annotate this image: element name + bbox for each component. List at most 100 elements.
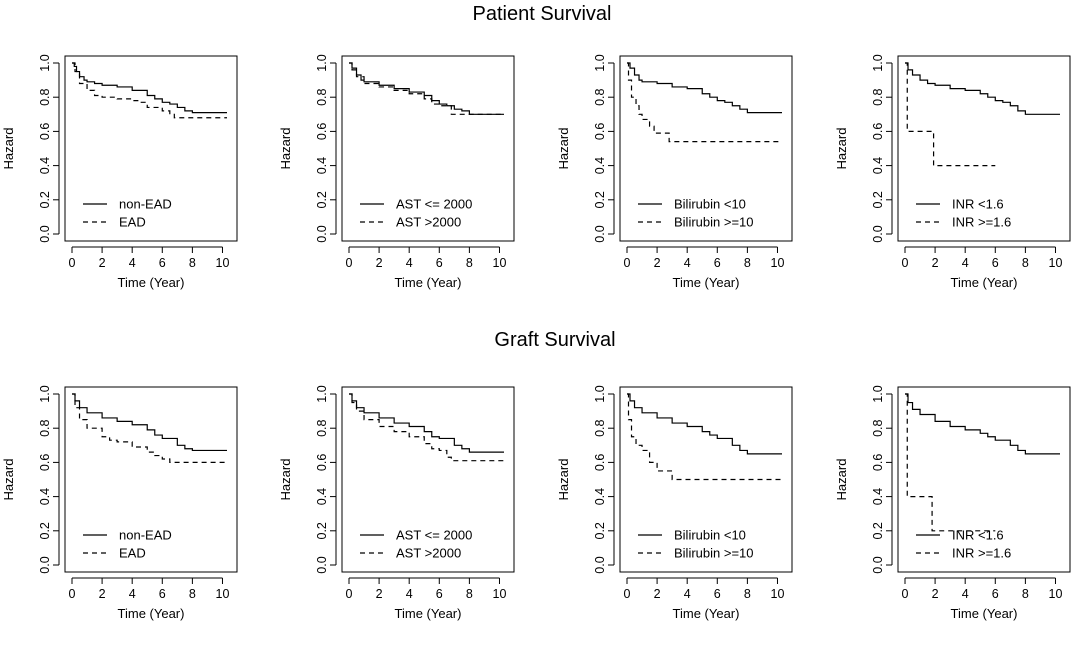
- y-tick-label: 0.0: [38, 225, 52, 242]
- y-tick-label: 0.4: [38, 488, 52, 505]
- x-tick-label: 4: [129, 587, 136, 601]
- x-tick-label: 10: [1049, 587, 1063, 601]
- x-tick-label: 10: [1049, 256, 1063, 270]
- series-line-solid: [349, 393, 504, 453]
- y-tick-label: 0.4: [871, 488, 885, 505]
- chart-panel-1-2: 0 2 4 6 8 10 0.0 0.2 0.4 0.6 0.8 1.0 Time (Year) Haza…: [556, 385, 793, 621]
- series-line-dashed: [627, 393, 782, 481]
- y-tick-label: 0.6: [315, 454, 329, 471]
- x-tick-label: 6: [714, 587, 721, 601]
- x-tick-label: 8: [1022, 256, 1029, 270]
- x-tick-label: 4: [962, 256, 969, 270]
- y-tick-label: 0.2: [38, 191, 52, 208]
- legend-label: EAD: [119, 546, 146, 561]
- series-line-solid: [72, 393, 227, 452]
- x-axis-label: Time (Year): [673, 275, 740, 290]
- x-tick-label: 2: [654, 256, 661, 270]
- x-axis-label: Time (Year): [395, 606, 462, 621]
- series-line-solid: [72, 62, 227, 114]
- plot-frame: [619, 55, 793, 242]
- y-tick-label: 0.4: [315, 488, 329, 505]
- x-tick-label: 0: [69, 587, 76, 601]
- y-axis-label: Hazard: [278, 459, 293, 501]
- x-tick-label: 6: [436, 256, 443, 270]
- x-tick-label: 8: [466, 587, 473, 601]
- plot-frame: [897, 55, 1071, 242]
- x-tick-label: 2: [932, 587, 939, 601]
- x-tick-label: 10: [493, 587, 507, 601]
- y-tick-label: 0.2: [871, 191, 885, 208]
- x-axis-label: Time (Year): [951, 275, 1018, 290]
- plot-frame: [897, 386, 1071, 573]
- legend-label: INR <1.6: [952, 197, 1004, 212]
- y-tick-label: 0.6: [593, 454, 607, 471]
- x-tick-label: 0: [346, 587, 353, 601]
- y-tick-label: 0.4: [593, 488, 607, 505]
- legend-label: AST >2000: [396, 546, 461, 561]
- y-tick-label: 0.0: [593, 556, 607, 573]
- y-tick-label: 0.6: [38, 123, 52, 140]
- legend-label: INR >=1.6: [952, 546, 1011, 561]
- x-tick-label: 2: [376, 256, 383, 270]
- x-tick-label: 4: [406, 587, 413, 601]
- legend-label: AST <= 2000: [396, 528, 472, 543]
- y-tick-label: 0.2: [315, 522, 329, 539]
- x-tick-label: 4: [962, 587, 969, 601]
- y-axis-label: Hazard: [834, 459, 849, 501]
- x-tick-label: 8: [466, 256, 473, 270]
- plot-frame: [64, 386, 238, 573]
- y-tick-label: 0.0: [38, 556, 52, 573]
- plot-frame: [64, 55, 238, 242]
- y-tick-label: 0.0: [593, 225, 607, 242]
- series-line-dashed: [349, 62, 504, 115]
- x-tick-label: 2: [99, 256, 106, 270]
- series-line-solid: [627, 393, 782, 455]
- legend-label: AST >2000: [396, 215, 461, 230]
- series-line-solid: [905, 62, 1060, 115]
- chart-panel-0-0: 0 2 4 6 8 10 0.0 0.2 0.4 0.6 0.8 1.0 Time (Year) Haza…: [1, 54, 238, 290]
- y-tick-label: 0.8: [38, 88, 52, 105]
- y-tick-label: 0.6: [871, 454, 885, 471]
- y-axis-label: Hazard: [1, 459, 16, 501]
- y-tick-label: 0.0: [871, 556, 885, 573]
- y-tick-label: 0.4: [871, 157, 885, 174]
- legend-label: INR >=1.6: [952, 215, 1011, 230]
- x-tick-label: 6: [436, 587, 443, 601]
- y-tick-label: 0.8: [315, 419, 329, 436]
- plot-frame: [341, 55, 515, 242]
- x-tick-label: 2: [99, 587, 106, 601]
- y-tick-label: 0.8: [871, 88, 885, 105]
- y-axis-label: Hazard: [278, 128, 293, 170]
- plot-frame: [341, 386, 515, 573]
- x-tick-label: 10: [216, 256, 230, 270]
- section-title-patient-survival: Patient Survival: [473, 3, 612, 25]
- x-tick-label: 0: [624, 256, 631, 270]
- y-tick-label: 0.8: [38, 419, 52, 436]
- series-line-dashed: [72, 62, 227, 119]
- x-tick-label: 4: [129, 256, 136, 270]
- x-axis-label: Time (Year): [118, 275, 185, 290]
- x-tick-label: 10: [493, 256, 507, 270]
- y-tick-label: 0.4: [38, 157, 52, 174]
- x-tick-label: 8: [189, 256, 196, 270]
- legend-label: Bilirubin <10: [674, 197, 746, 212]
- y-tick-label: 0.6: [315, 123, 329, 140]
- x-tick-label: 8: [1022, 587, 1029, 601]
- legend-label: AST <= 2000: [396, 197, 472, 212]
- x-tick-label: 2: [654, 587, 661, 601]
- y-tick-label: 1.0: [315, 54, 329, 71]
- y-tick-label: 0.0: [315, 225, 329, 242]
- chart-panel-0-3: 0 2 4 6 8 10 0.0 0.2 0.4 0.6 0.8 1.0 Time (Year) Haza…: [834, 54, 1071, 290]
- charts-layer: 0 2 4 6 8 10 0.0 0.2 0.4 0.6 0.8 1.0 Time (Year) Haza…: [1, 54, 1071, 621]
- y-tick-label: 0.6: [871, 123, 885, 140]
- y-tick-label: 0.8: [593, 419, 607, 436]
- x-tick-label: 0: [346, 256, 353, 270]
- y-tick-label: 1.0: [871, 54, 885, 71]
- x-tick-label: 8: [744, 256, 751, 270]
- y-tick-label: 0.6: [38, 454, 52, 471]
- series-line-dashed: [72, 393, 227, 463]
- x-tick-label: 2: [376, 587, 383, 601]
- x-tick-label: 10: [216, 587, 230, 601]
- x-tick-label: 6: [992, 587, 999, 601]
- y-tick-label: 1.0: [315, 385, 329, 402]
